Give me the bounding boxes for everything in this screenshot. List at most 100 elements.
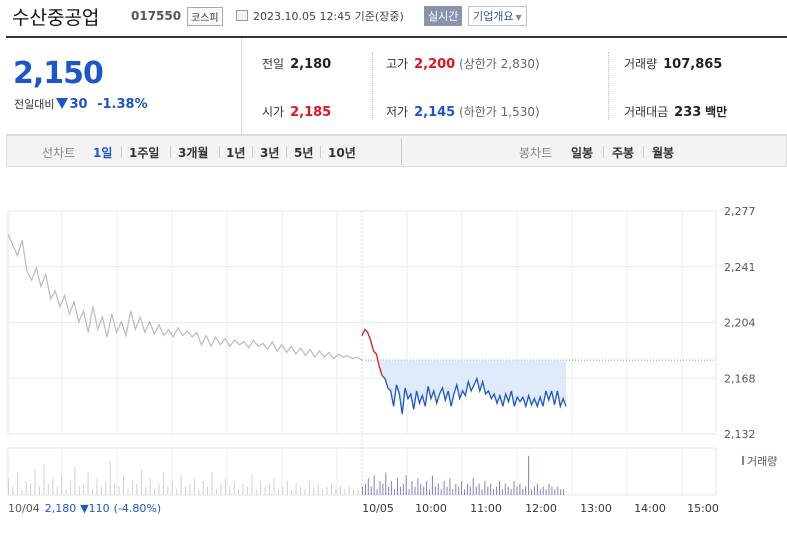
volume-bar [551,486,553,495]
volume-bar [394,489,396,495]
volume-bar [83,483,85,495]
tab-1day[interactable]: 1일 [93,146,113,160]
volume-bar [531,489,532,495]
trade-amount: 거래대금 233 백만 [624,103,727,120]
volume-bar [74,467,76,495]
volume-bar [362,486,363,495]
tab-weekly-candle[interactable]: 주봉 [612,146,635,160]
prev-day-down-icon: ▼ [80,502,89,515]
volume-bar [364,483,366,495]
volume-bar [452,489,454,495]
volume-bar [246,486,248,495]
volume-bar [411,481,413,495]
tab-daily-candle[interactable]: 일봉 [571,146,594,160]
x-tick-label: 14:00 [634,502,666,515]
volume-label: 거래량 [624,57,658,71]
amount-label: 거래대금 [624,105,669,119]
tab-3year[interactable]: 3년 [260,146,280,160]
volume-bar [367,478,369,495]
volume-bar [224,478,226,495]
volume-bar [335,489,337,495]
volume-bar [171,481,173,495]
quote-divider [241,38,242,134]
volume-bar [100,486,102,495]
volume-bar [264,486,266,495]
volume-bar [507,486,509,495]
volume-bar [220,483,222,495]
tab-10year[interactable]: 10년 [328,146,356,160]
volume-bar [382,483,384,495]
volume-bar [322,489,324,495]
volume-bar [87,472,89,495]
change-label: 전일대비 [14,98,55,111]
high-price: 고가 2,200 (상한가 2,830) [386,55,540,72]
volume-bar [39,486,40,495]
volume-bar [65,489,67,495]
volume-bar [501,489,503,495]
volume-bar [519,483,521,495]
tab-1year[interactable]: 1년 [226,146,246,160]
volume-bar [510,489,512,495]
volume-bar [516,486,518,495]
volume-bar [504,483,506,495]
today-down-line [381,375,567,415]
volume-bar [545,489,547,495]
volume-bar [344,489,346,495]
volume-bar [308,481,310,495]
volume-bar [426,481,428,495]
volume-bar [399,486,401,495]
volume-bar [291,489,293,495]
market-badge: 코스피 [187,7,223,26]
volume-bar [528,455,530,495]
volume-bar [493,489,495,495]
volume-bar [408,489,410,495]
corp-info-button[interactable]: 기업개요 ▼ [468,6,527,26]
tab-divider [219,146,220,158]
open-label: 시가 [262,105,285,119]
tab-5year[interactable]: 5년 [294,146,314,160]
volume-bar [469,486,471,495]
calendar-icon [236,10,248,21]
volume-bar [277,489,279,495]
volume-bar [466,483,468,495]
volume-bar [8,478,9,495]
volume-bar [158,483,160,495]
volume-bar [420,483,422,495]
quote-separator [372,52,374,120]
volume-bar [348,486,350,495]
tab-divider [603,146,604,158]
volume-bar [140,469,142,495]
current-price: 2,150 [13,56,104,91]
tab-divider [252,146,253,158]
volume-bar [499,481,500,495]
volume-bar [443,481,445,495]
volume-bar [12,486,14,495]
candle-chart-label: 봉차트 [519,146,553,160]
tab-divider [286,146,287,158]
volume-bar [533,486,535,495]
x-tick-label: 13:00 [580,502,612,515]
prev-day-close: 2,180 [45,502,77,515]
today-up-line [361,328,383,376]
volume-bar [69,481,71,495]
prev-day-date: 10/04 [8,502,40,515]
volume-bar [109,461,111,495]
y-tick-label: 2,132 [724,428,756,441]
tab-1week[interactable]: 1주일 [129,146,160,160]
tab-monthly-candle[interactable]: 월봉 [652,146,675,160]
tab-3month[interactable]: 3개월 [178,146,209,160]
volume-bar [339,486,341,495]
volume-bar [379,481,381,495]
volume-bar [397,478,398,495]
realtime-badge[interactable]: 실시간 [424,6,463,26]
volume-bar [193,478,195,495]
volume-bar [78,486,80,495]
volume-bar [185,486,186,495]
volume-bar [431,475,433,495]
volume-bar [458,486,460,495]
tab-divider [643,146,644,158]
chart-grid [7,210,717,496]
prev-close-value: 2,180 [290,57,332,72]
y-tick-label: 2,241 [724,261,756,274]
